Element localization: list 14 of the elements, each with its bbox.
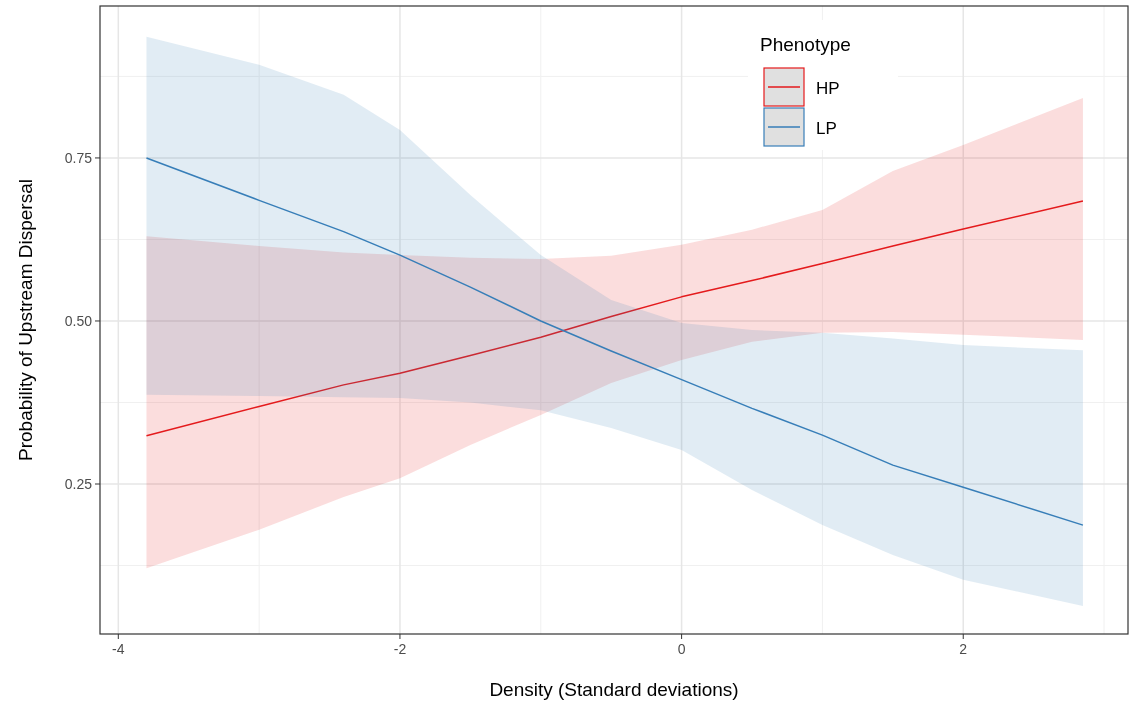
legend-label: HP: [816, 79, 840, 98]
x-tick-label: 2: [959, 641, 968, 657]
x-tick-label: 0: [677, 641, 686, 657]
y-tick-label: 0.50: [64, 312, 93, 329]
y-tick-label: 0.75: [64, 149, 93, 166]
legend-label: LP: [816, 119, 837, 138]
y-tick-label: 0.25: [64, 476, 93, 493]
legend-title: Phenotype: [760, 34, 851, 55]
line-series: [145, 200, 1084, 437]
x-tick-label: -2: [393, 641, 407, 657]
x-tick-label: -4: [112, 641, 125, 657]
x-axis-title: Density (Standard deviations): [489, 679, 739, 700]
line-series: [145, 157, 1084, 526]
y-axis-title: Probability of Upstream Dispersal: [15, 179, 36, 461]
